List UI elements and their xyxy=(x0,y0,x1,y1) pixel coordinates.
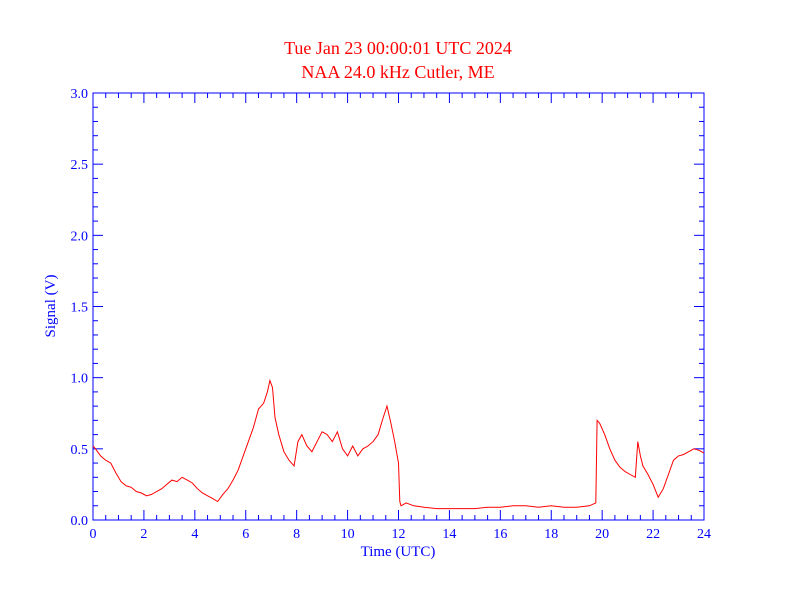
x-axis-label: Time (UTC) xyxy=(361,544,436,560)
chart-title: Tue Jan 23 00:00:01 UTC 2024 xyxy=(284,38,512,58)
x-tick-label: 0 xyxy=(90,527,97,542)
x-tick-label: 8 xyxy=(293,527,300,542)
plot-frame xyxy=(92,92,705,521)
y-tick-label: 1.0 xyxy=(71,372,89,387)
x-tick-label: 16 xyxy=(493,527,507,542)
signal-series-line xyxy=(92,378,705,510)
chart-subtitle: NAA 24.0 kHz Cutler, ME xyxy=(301,62,494,82)
y-tick-label: 1.5 xyxy=(71,301,89,316)
x-tick-label: 4 xyxy=(191,527,198,542)
x-tick-label: 14 xyxy=(442,527,456,542)
x-tick-label: 18 xyxy=(544,527,558,542)
y-axis-label: Signal (V) xyxy=(43,275,59,338)
y-tick-label: 0.5 xyxy=(71,443,89,458)
y-tick-label: 2.0 xyxy=(71,229,89,244)
y-axis: 0.0 0.5 1.0 1.5 2.0 2.5 3.0 xyxy=(71,87,704,529)
x-tick-label: 20 xyxy=(595,527,609,542)
x-tick-label: 10 xyxy=(341,527,355,542)
x-tick-label: 22 xyxy=(646,527,660,542)
y-tick-label: 2.5 xyxy=(71,158,89,173)
y-tick-label: 0.0 xyxy=(71,514,89,529)
x-tick-label: 12 xyxy=(392,527,406,542)
x-tick-label: 6 xyxy=(242,527,249,542)
x-tick-label: 24 xyxy=(697,527,711,542)
x-axis: 0 2 4 6 8 10 12 14 16 18 20 22 24 xyxy=(90,93,711,542)
y-tick-label: 3.0 xyxy=(71,87,89,102)
x-tick-label: 2 xyxy=(140,527,147,542)
